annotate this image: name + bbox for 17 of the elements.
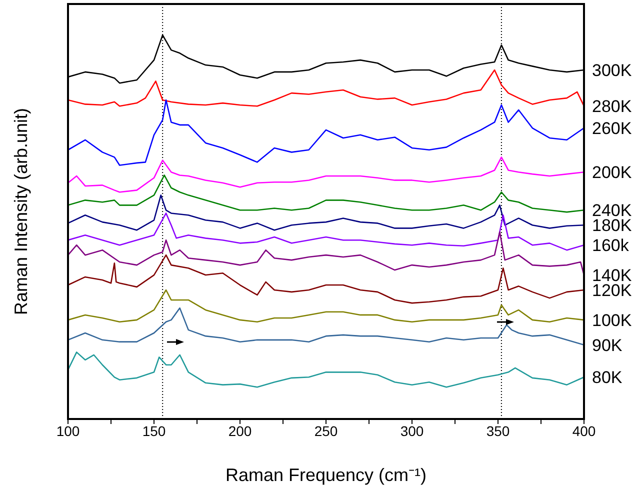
series-label: 160k (592, 236, 630, 256)
series-label: 300K (592, 61, 632, 80)
series-label: 100K (592, 310, 632, 330)
x-tick-label: 350 (486, 422, 510, 439)
series-label: 260K (592, 119, 632, 138)
x-tick-label: 200 (228, 422, 252, 439)
x-tick-label: 250 (314, 422, 338, 439)
x-tick-label: 100 (56, 422, 80, 439)
x-tick-label: 150 (142, 422, 166, 439)
y-axis-title: Raman Intensity (arb.unit) (10, 108, 31, 316)
series-label: 280K (592, 97, 632, 116)
x-axis-title: Raman Frequency (cm⁻¹) (225, 465, 427, 485)
series-label: 80K (592, 368, 623, 388)
x-tick-label: 300 (400, 422, 424, 439)
series-label: 90K (592, 336, 623, 355)
x-tick-label: 400 (572, 422, 596, 439)
series-label: 200K (592, 163, 632, 182)
